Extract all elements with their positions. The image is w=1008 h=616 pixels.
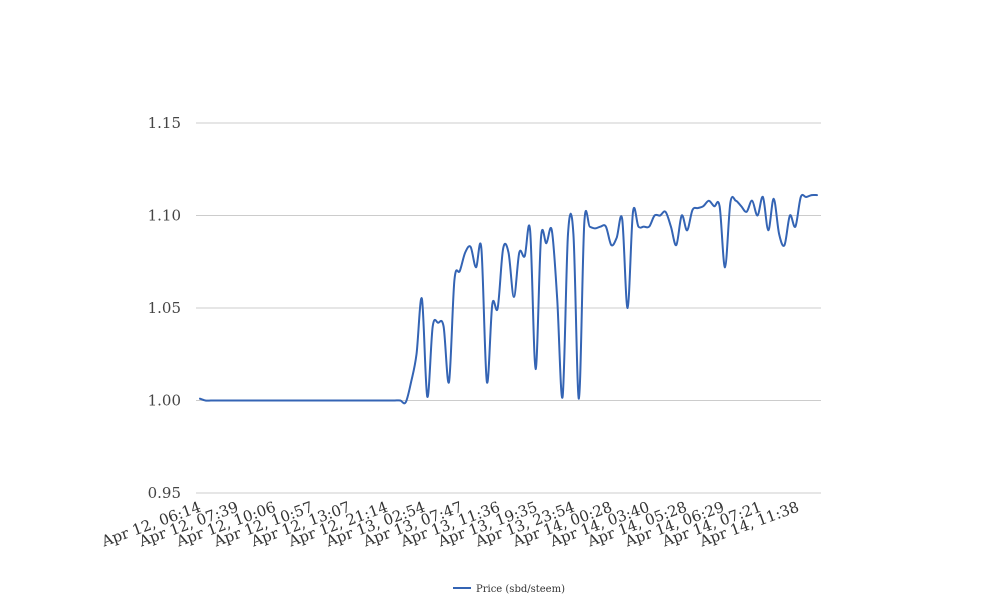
y-tick-label: 0.95 xyxy=(148,484,181,502)
legend[interactable]: Price (sbd/steem) xyxy=(453,584,565,595)
y-tick-label: 1.10 xyxy=(148,207,181,225)
y-tick-label: 1.00 xyxy=(148,392,181,410)
series-line-price xyxy=(199,193,818,405)
y-tick-label: 1.15 xyxy=(148,114,181,132)
y-tick-label: 1.05 xyxy=(148,299,181,317)
y-axis-ticks: 0.95 1.00 1.05 1.10 1.15 xyxy=(148,114,181,502)
legend-label: Price (sbd/steem) xyxy=(476,584,565,595)
gridlines xyxy=(196,122,821,494)
